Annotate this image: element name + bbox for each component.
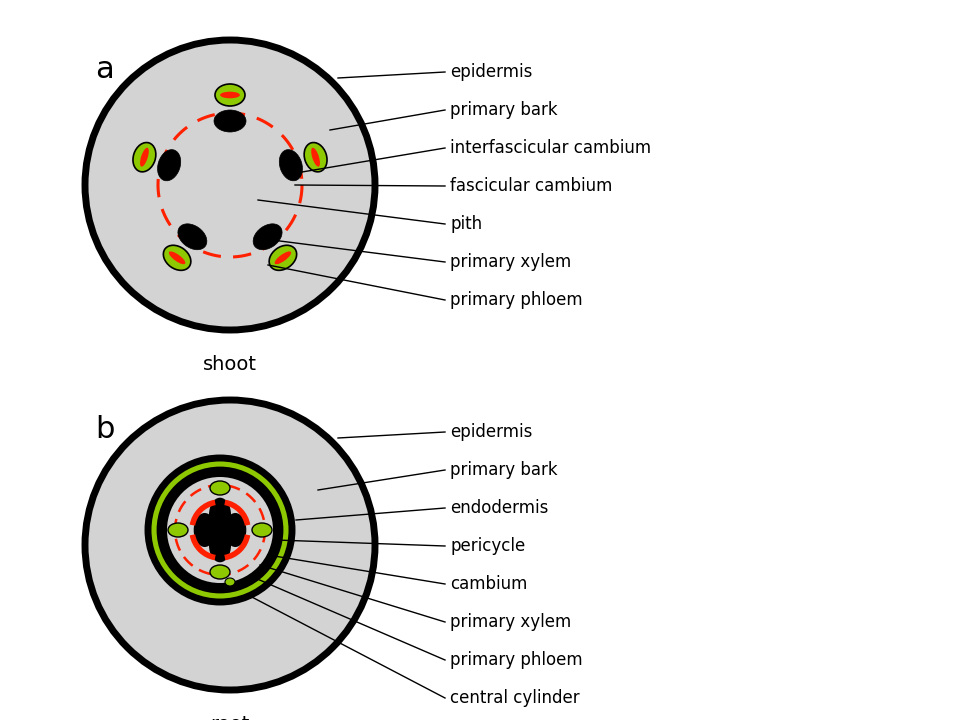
Text: epidermis: epidermis: [450, 423, 533, 441]
Ellipse shape: [252, 523, 272, 537]
Circle shape: [158, 468, 282, 592]
Ellipse shape: [169, 251, 185, 264]
Text: endodermis: endodermis: [450, 499, 548, 517]
Ellipse shape: [279, 150, 302, 181]
Ellipse shape: [304, 143, 327, 172]
Ellipse shape: [253, 224, 282, 250]
Circle shape: [85, 400, 375, 690]
Ellipse shape: [215, 84, 245, 106]
Circle shape: [148, 458, 292, 602]
Ellipse shape: [157, 150, 180, 181]
Ellipse shape: [133, 143, 156, 172]
Circle shape: [167, 477, 273, 583]
Text: central cylinder: central cylinder: [450, 689, 580, 707]
Ellipse shape: [225, 513, 247, 547]
Text: primary phloem: primary phloem: [450, 291, 583, 309]
Ellipse shape: [140, 148, 149, 166]
Ellipse shape: [209, 498, 231, 531]
Text: shoot: shoot: [203, 355, 257, 374]
Text: interfascicular cambium: interfascicular cambium: [450, 139, 651, 157]
Ellipse shape: [220, 91, 240, 99]
Ellipse shape: [209, 528, 231, 562]
Ellipse shape: [163, 246, 191, 270]
Ellipse shape: [168, 523, 188, 537]
Text: epidermis: epidermis: [450, 63, 533, 81]
Text: cambium: cambium: [450, 575, 527, 593]
Circle shape: [85, 40, 375, 330]
Ellipse shape: [178, 224, 206, 250]
Circle shape: [208, 518, 232, 542]
Text: primary bark: primary bark: [450, 461, 558, 479]
Ellipse shape: [210, 565, 230, 579]
Text: primary bark: primary bark: [450, 101, 558, 119]
Text: primary phloem: primary phloem: [450, 651, 583, 669]
Text: primary xylem: primary xylem: [450, 613, 571, 631]
Text: pericycle: pericycle: [450, 537, 525, 555]
Ellipse shape: [210, 481, 230, 495]
Ellipse shape: [214, 110, 246, 132]
Text: a: a: [95, 55, 113, 84]
Ellipse shape: [311, 148, 320, 166]
Ellipse shape: [194, 513, 216, 547]
Text: fascicular cambium: fascicular cambium: [450, 177, 612, 195]
Ellipse shape: [275, 251, 291, 264]
Ellipse shape: [225, 578, 235, 586]
Text: root: root: [210, 715, 250, 720]
Ellipse shape: [269, 246, 297, 270]
Text: primary xylem: primary xylem: [450, 253, 571, 271]
Text: b: b: [95, 415, 114, 444]
Text: pith: pith: [450, 215, 482, 233]
